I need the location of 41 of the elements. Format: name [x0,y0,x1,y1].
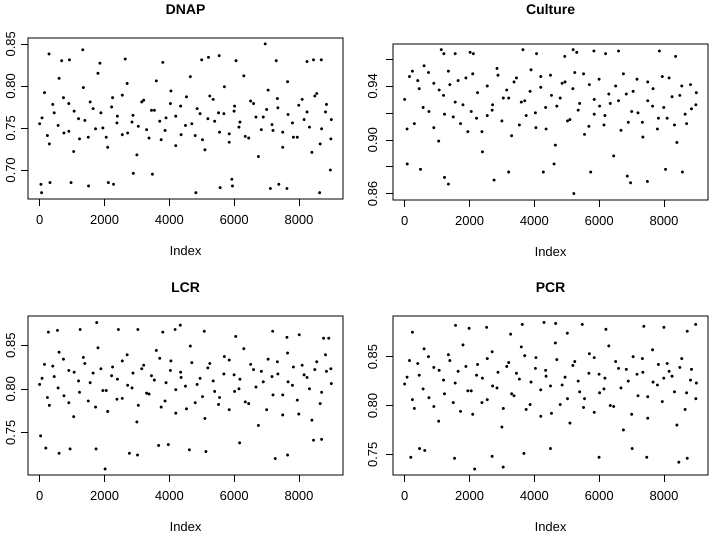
y-tick-label: 0.80 [365,392,380,418]
x-tick-label: 2000 [454,213,484,228]
x-tick-label: 4000 [154,488,184,503]
x-axis-title: Index [534,519,567,534]
x-tick-label: 6000 [220,212,249,227]
x-axis-title: Index [170,243,202,258]
y-tick-label: 0.85 [3,31,18,57]
x-tick-label: 8000 [649,488,678,503]
x-tick-label: 4000 [520,488,549,503]
y-tick-label: 0.80 [3,376,18,402]
x-tick-label: 6000 [220,488,249,503]
x-axis-title: Index [170,519,202,534]
x-tick-label: 0 [36,212,44,227]
y-tick-label: 0.75 [365,442,380,468]
y-tick-label: 0.85 [365,344,380,370]
x-axis-title: Index [534,244,567,259]
x-tick-label: 0 [36,488,44,503]
y-tick-label: 0.90 [365,127,380,152]
x-tick-label: 0 [401,213,408,228]
x-tick-label: 4000 [520,213,549,228]
chart-title: Culture [526,1,576,17]
x-tick-label: 8000 [649,213,678,228]
x-tick-label: 6000 [584,213,614,228]
x-tick-label: 2000 [90,212,119,227]
chart-title: DNAP [166,1,206,17]
y-tick-label: 0.70 [3,157,18,183]
y-tick-label: 0.85 [3,332,18,358]
x-tick-label: 2000 [90,488,119,503]
x-tick-label: 4000 [154,212,184,227]
x-tick-label: 2000 [454,488,484,503]
x-tick-label: 8000 [284,212,314,227]
chart-title: PCR [536,279,566,295]
y-tick-label: 0.94 [365,73,380,99]
x-tick-label: 0 [401,488,408,503]
y-tick-label: 0.80 [3,73,18,99]
y-tick-label: 0.86 [365,180,380,206]
x-tick-label: 6000 [584,488,614,503]
chart-title: LCR [171,279,200,295]
y-tick-label: 0.75 [3,420,18,446]
x-tick-label: 8000 [284,488,314,503]
y-tick-label: 0.75 [3,115,18,141]
